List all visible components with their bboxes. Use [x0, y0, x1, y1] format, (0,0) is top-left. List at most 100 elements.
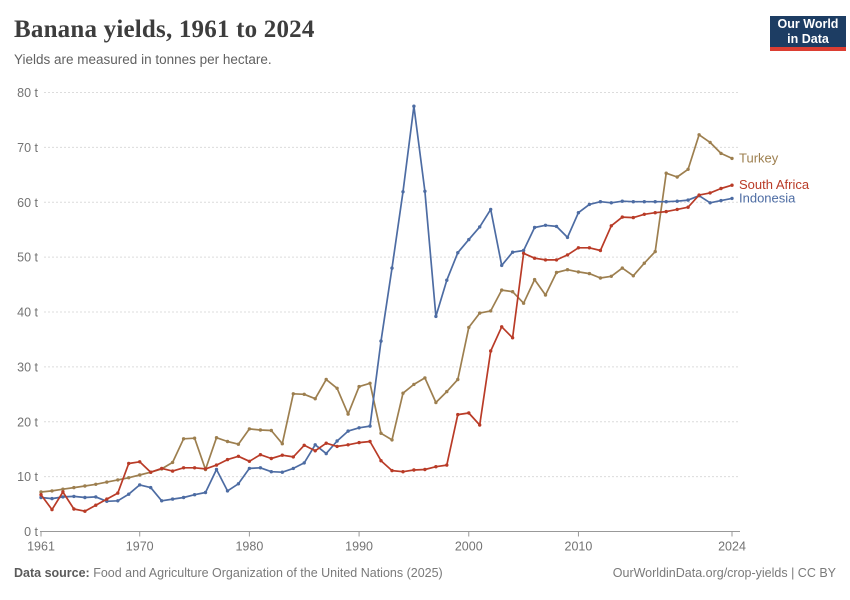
data-point[interactable] [302, 461, 306, 465]
data-point[interactable] [94, 495, 98, 499]
data-point[interactable] [313, 397, 317, 401]
data-point[interactable] [280, 470, 284, 474]
data-point[interactable] [642, 212, 646, 216]
data-point[interactable] [401, 391, 405, 395]
data-point[interactable] [445, 463, 449, 467]
data-point[interactable] [445, 389, 449, 394]
data-point[interactable] [532, 256, 537, 260]
data-point[interactable] [390, 468, 394, 473]
data-point[interactable] [642, 200, 646, 204]
data-point[interactable] [368, 439, 372, 444]
data-point[interactable] [324, 377, 328, 382]
data-point[interactable] [598, 200, 603, 204]
data-point[interactable] [247, 427, 252, 431]
data-point[interactable] [105, 497, 109, 501]
data-point[interactable] [686, 167, 690, 171]
data-point[interactable] [346, 429, 350, 433]
data-point[interactable] [236, 482, 241, 486]
data-point[interactable] [50, 489, 54, 493]
data-point[interactable] [105, 480, 109, 484]
data-point[interactable] [500, 288, 504, 292]
data-point[interactable] [675, 199, 679, 203]
data-point[interactable] [127, 476, 131, 480]
data-point[interactable] [543, 258, 548, 262]
data-point[interactable] [631, 200, 635, 204]
data-point[interactable] [192, 466, 197, 470]
data-point[interactable] [236, 454, 241, 458]
data-point[interactable] [686, 198, 690, 202]
data-point[interactable] [719, 151, 723, 156]
data-point[interactable] [554, 224, 559, 229]
data-point[interactable] [83, 484, 87, 488]
data-point[interactable] [149, 485, 153, 490]
data-point[interactable] [324, 451, 328, 456]
data-point[interactable] [280, 453, 284, 457]
data-point[interactable] [620, 199, 624, 203]
data-point[interactable] [39, 490, 43, 494]
owid-logo[interactable]: Our World in Data [770, 16, 846, 51]
data-point[interactable] [225, 439, 230, 444]
data-point[interactable] [214, 467, 219, 472]
data-point[interactable] [500, 325, 504, 329]
data-point[interactable] [521, 248, 526, 253]
data-point[interactable] [653, 211, 657, 215]
data-point[interactable] [379, 431, 383, 435]
data-point[interactable] [83, 509, 87, 513]
data-point[interactable] [181, 495, 186, 500]
data-point[interactable] [192, 436, 197, 440]
data-point[interactable] [478, 311, 482, 315]
data-point[interactable] [609, 201, 613, 205]
data-point[interactable] [313, 443, 317, 447]
data-point[interactable] [269, 456, 273, 461]
data-point[interactable] [587, 246, 592, 250]
data-point[interactable] [170, 460, 175, 465]
data-point[interactable] [313, 449, 317, 453]
data-point[interactable] [423, 189, 427, 193]
data-point[interactable] [653, 249, 657, 254]
data-point[interactable] [609, 224, 613, 228]
data-point[interactable] [50, 496, 54, 501]
data-point[interactable] [554, 270, 559, 275]
data-point[interactable] [258, 453, 263, 457]
data-point[interactable] [609, 274, 613, 278]
series-label-south-africa[interactable]: South Africa [739, 177, 810, 192]
data-point[interactable] [642, 261, 646, 265]
data-point[interactable] [719, 198, 723, 203]
data-point[interactable] [587, 202, 592, 207]
data-point[interactable] [456, 412, 460, 417]
data-point[interactable] [587, 271, 592, 276]
data-point[interactable] [598, 276, 603, 280]
data-point[interactable] [61, 495, 65, 499]
data-point[interactable] [543, 223, 548, 227]
data-point[interactable] [434, 400, 438, 405]
data-point[interactable] [247, 459, 252, 463]
data-point[interactable] [730, 156, 734, 161]
data-point[interactable] [675, 175, 679, 179]
data-point[interactable] [149, 470, 153, 474]
data-point[interactable] [434, 314, 438, 319]
data-point[interactable] [379, 459, 383, 463]
data-point[interactable] [357, 426, 361, 430]
data-point[interactable] [94, 482, 98, 486]
data-point[interactable] [138, 460, 142, 464]
data-point[interactable] [225, 457, 230, 462]
line-chart-canvas[interactable]: 0 t 10 t 20 t 30 t 40 t 50 t 60 t 70 t 80 t 1961 1… [0, 84, 850, 554]
data-point[interactable] [576, 211, 581, 215]
data-point[interactable] [521, 251, 526, 255]
data-point[interactable] [478, 225, 482, 229]
data-point[interactable] [532, 225, 537, 230]
data-point[interactable] [346, 443, 350, 447]
data-point[interactable] [72, 485, 76, 490]
data-point[interactable] [521, 301, 526, 305]
data-point[interactable] [357, 440, 361, 445]
data-point[interactable] [302, 392, 306, 396]
data-point[interactable] [170, 469, 175, 473]
data-point[interactable] [708, 201, 712, 205]
data-point[interactable] [225, 489, 230, 493]
data-point[interactable] [127, 492, 131, 496]
data-point[interactable] [269, 428, 273, 433]
data-point[interactable] [401, 190, 405, 194]
data-point[interactable] [72, 507, 76, 511]
data-point[interactable] [489, 309, 493, 313]
data-point[interactable] [291, 466, 295, 471]
